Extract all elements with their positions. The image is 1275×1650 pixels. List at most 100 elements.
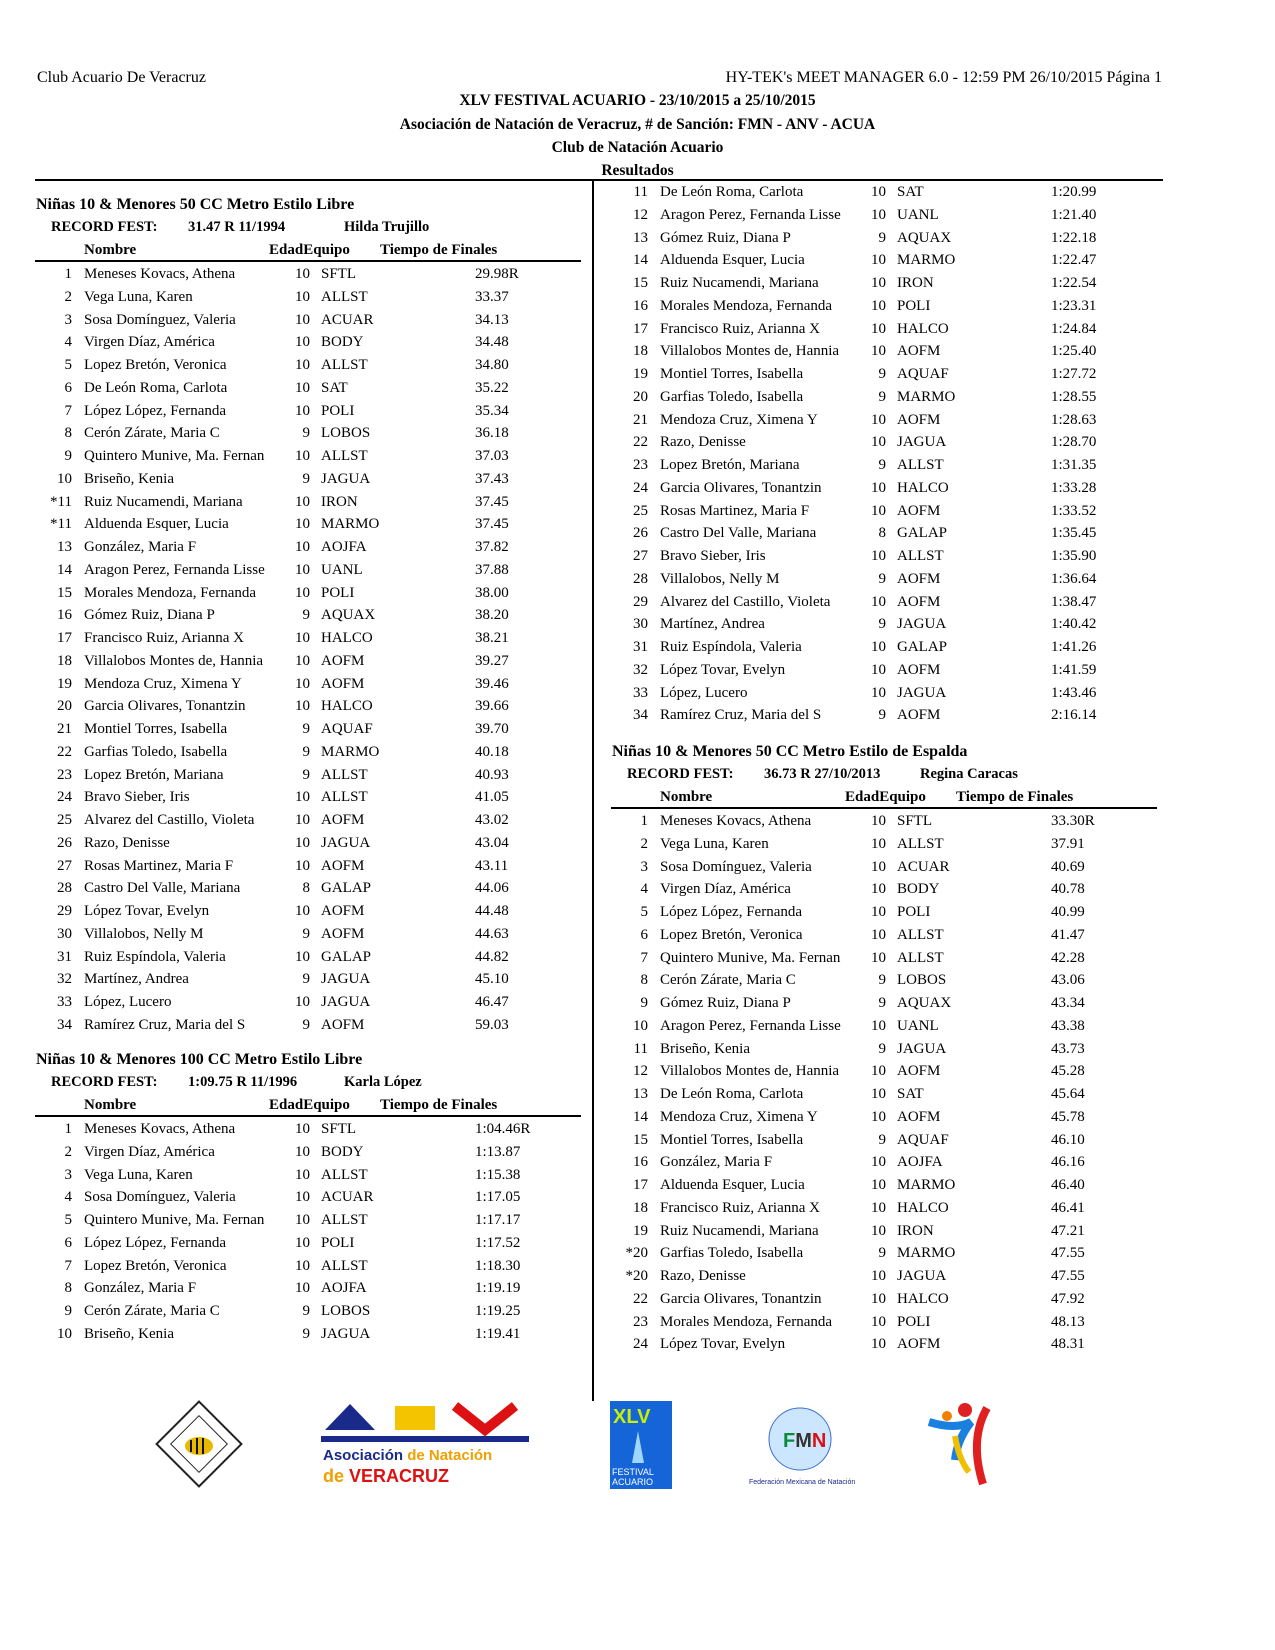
event-title: Niñas 10 & Menores 50 CC Metro Estilo de… bbox=[612, 743, 968, 760]
result-row: 8 González, Maria F 10 AOJFA 1:19.19 bbox=[36, 1280, 576, 1302]
swimmer-name: Martínez, Andrea bbox=[660, 616, 765, 633]
result-row: 32 López Tovar, Evelyn 10 AOFM 1:41.59 bbox=[612, 662, 1152, 684]
final-time: 46.10 bbox=[1051, 1131, 1085, 1148]
club-name: Club Acuario De Veracruz bbox=[37, 69, 206, 86]
place: 9 bbox=[640, 995, 649, 1011]
swimmer-name: Rosas Martinez, Maria F bbox=[660, 502, 810, 519]
team: AOJFA bbox=[897, 1154, 943, 1171]
final-time: 34.80 bbox=[475, 357, 509, 373]
swimmer-name: Lopez Bretón, Veronica bbox=[84, 357, 227, 373]
place: 30 bbox=[57, 925, 72, 942]
final-time: 1:41.26 bbox=[1051, 639, 1097, 655]
swimmer-name: Castro Del Valle, Mariana bbox=[660, 525, 817, 542]
place: 26 bbox=[57, 834, 72, 851]
final-time: 33.30R bbox=[1051, 813, 1095, 829]
place: 10 bbox=[57, 470, 72, 487]
final-time: 38.21 bbox=[475, 630, 509, 646]
result-row: 15 Montiel Torres, Isabella 9 AQUAF 46.10 bbox=[612, 1132, 1152, 1154]
team: ALLST bbox=[897, 926, 944, 943]
final-time: 44.48 bbox=[475, 903, 509, 919]
age: 10 bbox=[295, 630, 310, 646]
final-time: 38.00 bbox=[475, 584, 509, 601]
age: 10 bbox=[871, 1222, 886, 1239]
place: 6 bbox=[64, 1234, 73, 1251]
age: 10 bbox=[295, 1166, 310, 1183]
age: 10 bbox=[295, 675, 310, 692]
final-time: 1:19.19 bbox=[475, 1280, 521, 1297]
place: 13 bbox=[633, 1086, 648, 1102]
swimmer-name: Vega Luna, Karen bbox=[660, 835, 769, 852]
result-row: 16 Gómez Ruiz, Diana P 9 AQUAX 38.20 bbox=[36, 607, 576, 629]
result-row: 8 Cerón Zárate, Maria C 9 LOBOS 43.06 bbox=[612, 972, 1152, 994]
final-time: 33.37 bbox=[475, 288, 509, 305]
age: 9 bbox=[878, 229, 887, 246]
team: IRON bbox=[897, 275, 934, 291]
swimmer-name: Vega Luna, Karen bbox=[84, 1166, 193, 1183]
swimmer-name: Montiel Torres, Isabella bbox=[660, 366, 804, 382]
swimmer-name: Meneses Kovacs, Athena bbox=[84, 1121, 236, 1137]
final-time: 44.63 bbox=[475, 925, 509, 942]
final-time: 44.06 bbox=[475, 880, 509, 897]
final-time: 45.10 bbox=[475, 971, 509, 988]
age: 10 bbox=[295, 448, 310, 464]
swimmer-name: Ruiz Espíndola, Valeria bbox=[84, 948, 226, 965]
final-time: 1:17.52 bbox=[475, 1234, 521, 1251]
final-time: 43.02 bbox=[475, 812, 509, 828]
host-club: Club de Natación Acuario bbox=[551, 139, 724, 156]
result-row: 3 Vega Luna, Karen 10 ALLST 1:15.38 bbox=[36, 1167, 576, 1189]
age: 9 bbox=[878, 995, 887, 1011]
final-time: 1:40.42 bbox=[1051, 616, 1097, 633]
swimmer-name: Aragon Perez, Fernanda Lisse bbox=[84, 561, 265, 578]
result-row: 9 Gómez Ruiz, Diana P 9 AQUAX 43.34 bbox=[612, 995, 1152, 1017]
result-row: 29 Alvarez del Castillo, Violeta 10 AOFM 1:3… bbox=[612, 594, 1152, 616]
final-time: 45.78 bbox=[1051, 1108, 1085, 1125]
result-row: 23 Morales Mendoza, Fernanda 10 POLI 48.13 bbox=[612, 1314, 1152, 1336]
final-time: 47.21 bbox=[1051, 1222, 1085, 1239]
swimmer-name: Gómez Ruiz, Diana P bbox=[660, 995, 791, 1011]
result-row: 14 Aragon Perez, Fernanda Lisse 10 UANL 37.8… bbox=[36, 562, 576, 584]
team: ALLST bbox=[897, 949, 944, 966]
place: 6 bbox=[64, 379, 73, 396]
place: 4 bbox=[640, 881, 649, 898]
place: *20 bbox=[625, 1268, 649, 1284]
header-rule bbox=[35, 260, 581, 262]
final-time: 1:15.38 bbox=[475, 1166, 521, 1183]
final-time: 40.93 bbox=[475, 766, 509, 783]
result-row: 5 Quintero Munive, Ma. Fernan 10 ALLST 1:17.… bbox=[36, 1212, 576, 1234]
age: 10 bbox=[295, 812, 310, 828]
place: 4 bbox=[64, 1189, 73, 1206]
age: 10 bbox=[295, 516, 310, 533]
swimmer-name: Rosas Martinez, Maria F bbox=[84, 857, 234, 874]
sport-figure-logo bbox=[925, 1400, 997, 1488]
result-row: 7 Lopez Bretón, Veronica 10 ALLST 1:18.30 bbox=[36, 1258, 576, 1280]
final-time: 1:23.31 bbox=[1051, 297, 1097, 314]
team: POLI bbox=[321, 584, 355, 601]
team: AOFM bbox=[897, 570, 941, 587]
team: SFTL bbox=[321, 266, 357, 282]
age: 10 bbox=[871, 1336, 886, 1353]
header-rule bbox=[611, 807, 1157, 809]
place: 6 bbox=[640, 926, 649, 943]
swimmer-name: Meneses Kovacs, Athena bbox=[660, 813, 812, 829]
final-time: 1:24.84 bbox=[1051, 320, 1097, 337]
team: AOFM bbox=[897, 707, 941, 724]
team: AOFM bbox=[321, 812, 365, 828]
result-row: 28 Castro Del Valle, Mariana 8 GALAP 44.06 bbox=[36, 880, 576, 902]
team: LOBOS bbox=[321, 425, 371, 442]
age: 10 bbox=[871, 1199, 886, 1216]
team: ALLST bbox=[897, 548, 944, 564]
team: GALAP bbox=[897, 639, 948, 655]
place: 3 bbox=[640, 858, 649, 875]
final-time: 29.98R bbox=[475, 266, 519, 282]
swimmer-name: De León Roma, Carlota bbox=[660, 1086, 804, 1102]
team: HALCO bbox=[321, 698, 373, 715]
team: AQUAF bbox=[897, 1131, 949, 1148]
swimmer-name: Virgen Díaz, América bbox=[660, 881, 791, 898]
record-time: 31.47 R 11/1994 bbox=[188, 219, 286, 235]
result-row: 17 Francisco Ruiz, Arianna X 10 HALCO 1:24.8… bbox=[612, 321, 1152, 343]
place: 3 bbox=[64, 311, 73, 328]
age: 10 bbox=[871, 835, 886, 852]
age: 10 bbox=[295, 1257, 310, 1274]
swimmer-name: Mendoza Cruz, Ximena Y bbox=[84, 675, 242, 692]
place: 32 bbox=[57, 971, 72, 988]
